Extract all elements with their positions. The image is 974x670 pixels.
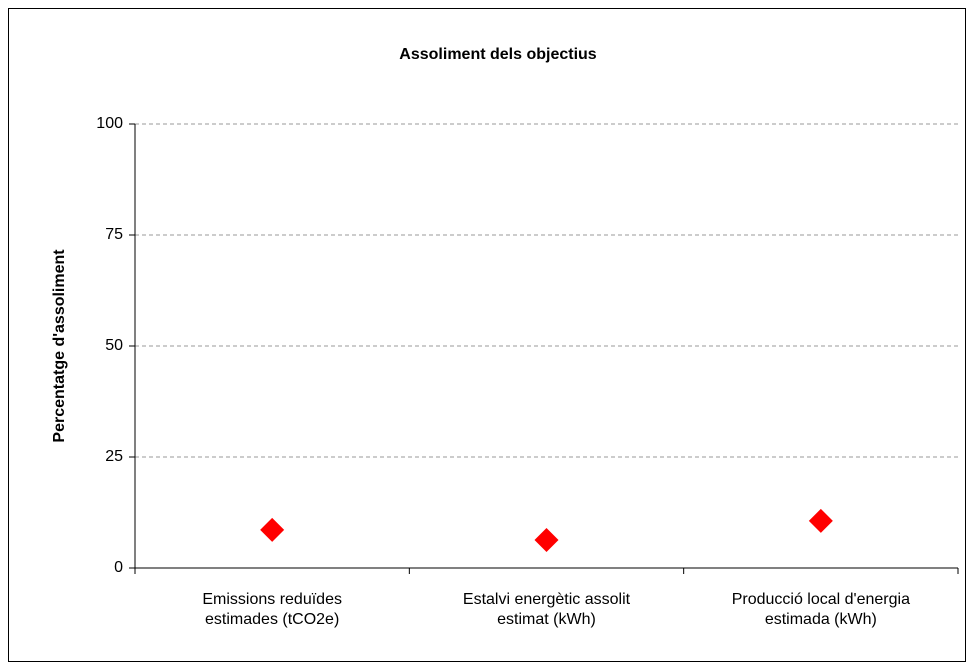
x-tick-label: Estalvi energètic assolit estimat (kWh): [462, 591, 631, 628]
y-tick-label: 100: [96, 115, 123, 132]
y-tick-label: 75: [105, 226, 123, 243]
marker: [808, 508, 833, 533]
chart-title: Assoliment dels objectius: [399, 46, 596, 63]
chart-border: [8, 8, 966, 662]
x-tick-label: Emissions reduïdes estimades (tCO2e): [202, 591, 342, 628]
y-tick-label: 0: [114, 559, 123, 576]
y-tick-label: 25: [105, 448, 123, 465]
x-tick-label: Producció local d'energia estimada (kWh): [731, 591, 910, 628]
marker: [260, 517, 285, 542]
marker: [534, 528, 559, 553]
y-tick-label: 50: [105, 337, 123, 354]
y-axis-label: Percentatge d'assoliment: [51, 249, 68, 443]
